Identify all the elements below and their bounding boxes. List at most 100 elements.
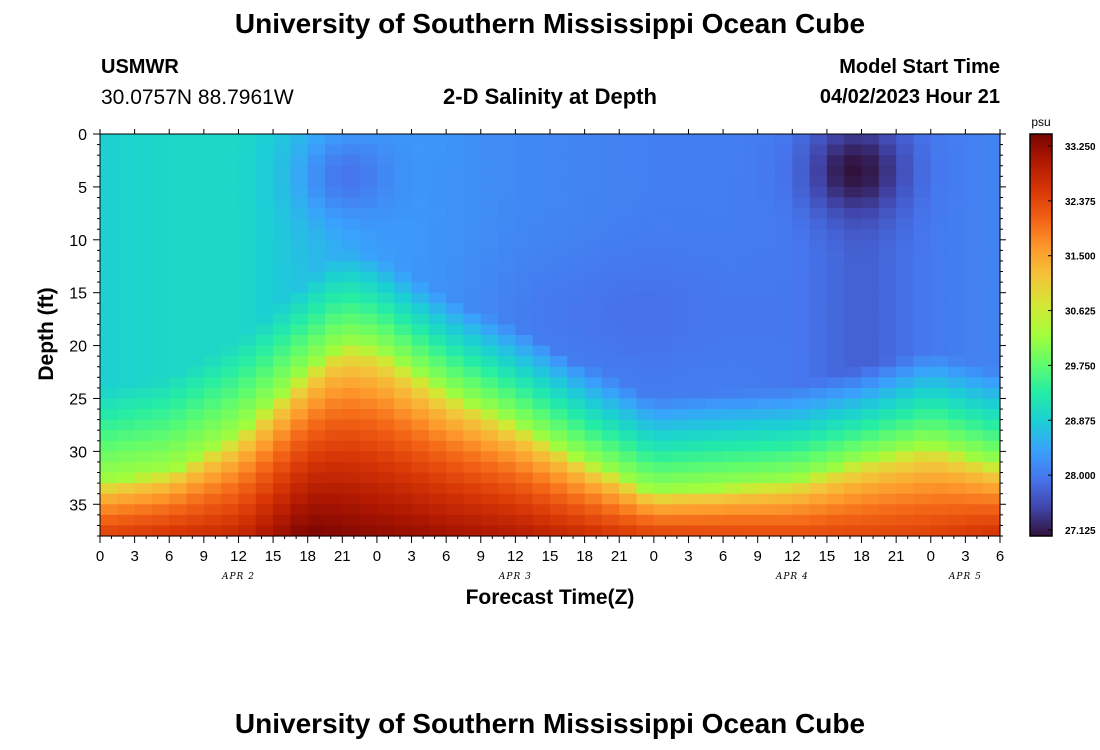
heatmap-cell [757, 239, 776, 251]
heatmap-cell [567, 260, 586, 273]
heatmap-cell [671, 218, 690, 230]
heatmap-cell [100, 430, 118, 442]
heatmap-cell [792, 525, 811, 537]
heatmap-cell [532, 155, 551, 167]
heatmap-cell [757, 451, 776, 463]
heatmap-cell [498, 335, 516, 347]
heatmap-cell [723, 335, 741, 347]
heatmap-cell [359, 271, 378, 283]
colorbar-tick-label: 27.125 [1065, 526, 1096, 537]
heatmap-cell [117, 493, 136, 505]
heatmap-cell [705, 239, 724, 251]
heatmap-cell [273, 303, 291, 315]
heatmap-cell [792, 440, 811, 452]
heatmap-cell [896, 525, 915, 537]
heatmap-cell [203, 451, 222, 463]
heatmap-cell [480, 419, 499, 431]
heatmap-cell [221, 229, 240, 241]
heatmap-cell [532, 409, 551, 421]
heatmap-cell [134, 144, 153, 156]
heatmap-cell [100, 292, 118, 304]
heatmap-cell [117, 345, 136, 357]
heatmap-cell [203, 282, 222, 294]
heatmap-cell [757, 430, 776, 442]
heatmap-cell [273, 440, 291, 452]
heatmap-cell [203, 461, 222, 474]
heatmap-cell [255, 292, 274, 304]
heatmap-cell [671, 155, 690, 167]
heatmap-cell [446, 461, 465, 474]
heatmap-cell [463, 134, 482, 146]
heatmap-cell [290, 451, 309, 463]
heatmap-cell [809, 461, 828, 474]
heatmap-cell [792, 356, 811, 368]
heatmap-cell [740, 303, 759, 315]
heatmap-cell [636, 514, 655, 527]
heatmap-cell [255, 335, 274, 347]
heatmap-cell [844, 176, 863, 188]
heatmap-cell [359, 186, 378, 199]
heatmap-cell [498, 313, 516, 326]
x-axis-title: Forecast Time(Z) [466, 586, 635, 609]
heatmap-cell [169, 387, 188, 400]
heatmap-cell [671, 186, 690, 199]
heatmap-cell [376, 260, 395, 273]
heatmap-cell [307, 155, 326, 167]
heatmap-cell [498, 483, 516, 495]
heatmap-cell [342, 514, 361, 527]
heatmap-cell [688, 218, 707, 230]
heatmap-cell [636, 155, 655, 167]
heatmap-cell [601, 335, 620, 347]
heatmap-cell [653, 292, 672, 304]
heatmap-cell [169, 504, 188, 516]
heatmap-cell [169, 335, 188, 347]
heatmap-cell [394, 387, 413, 400]
heatmap-cell [982, 335, 1001, 347]
heatmap-cell [584, 430, 603, 442]
heatmap-cell [757, 387, 776, 400]
heatmap-cell [325, 398, 343, 410]
heatmap-cell [671, 313, 690, 326]
heatmap-cell [723, 313, 741, 326]
heatmap-cell [273, 451, 291, 463]
heatmap-cell [653, 345, 672, 357]
heatmap-cell [844, 155, 863, 167]
heatmap-cell [290, 345, 309, 357]
heatmap-cell [290, 324, 309, 336]
heatmap-cell [878, 176, 897, 188]
heatmap-cell [775, 239, 793, 251]
heatmap-cell [203, 218, 222, 230]
heatmap-cell [498, 525, 516, 537]
heatmap-cell [809, 345, 828, 357]
heatmap-cell [671, 239, 690, 251]
heatmap-cell [826, 197, 845, 209]
heatmap-cell [151, 335, 170, 347]
heatmap-cell [550, 440, 568, 452]
heatmap-cell [723, 430, 741, 442]
heatmap-cell [463, 218, 482, 230]
heatmap-cell [567, 387, 586, 400]
heatmap-cell [342, 208, 361, 220]
heatmap-cell [584, 292, 603, 304]
heatmap-cell [134, 387, 153, 400]
heatmap-cell [325, 282, 343, 294]
heatmap-cell [775, 292, 793, 304]
heatmap-cell [584, 356, 603, 368]
heatmap-cell [325, 440, 343, 452]
heatmap-cell [117, 472, 136, 484]
heatmap-cell [273, 208, 291, 220]
heatmap-cell [601, 324, 620, 336]
heatmap-cell [550, 197, 568, 209]
heatmap-cell [965, 250, 984, 262]
heatmap-cell [982, 525, 1001, 537]
heatmap-cell [878, 250, 897, 262]
heatmap-cell [532, 504, 551, 516]
heatmap-cell [740, 472, 759, 484]
heatmap-cell [290, 250, 309, 262]
heatmap-cell [290, 218, 309, 230]
heatmap-cell [186, 260, 205, 273]
heatmap-cell [463, 356, 482, 368]
heatmap-cell [446, 197, 465, 209]
heatmap-cell [740, 461, 759, 474]
heatmap-cell [117, 165, 136, 177]
